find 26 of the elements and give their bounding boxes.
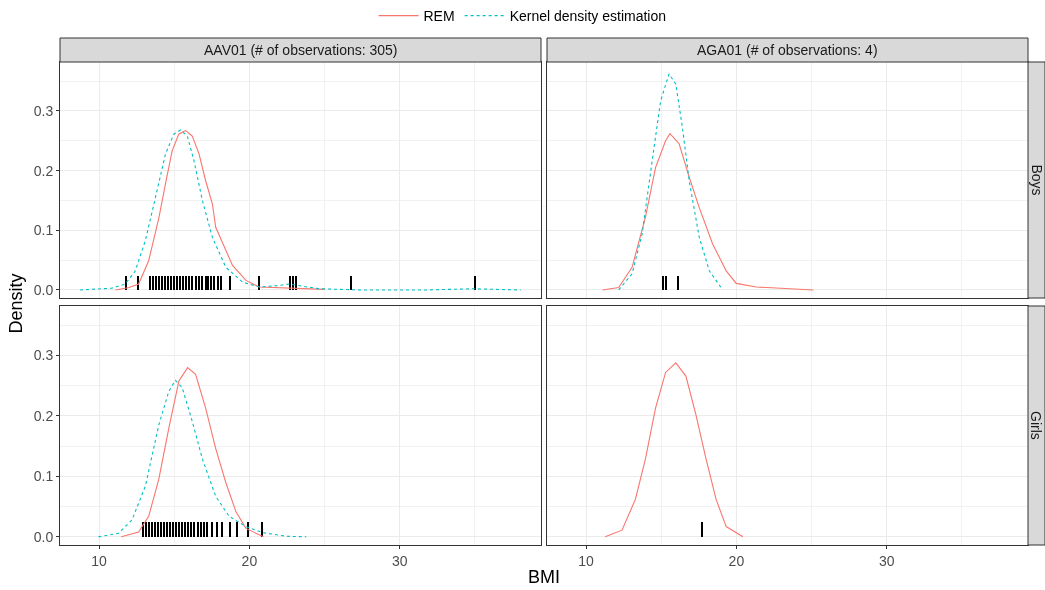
- line-series: [115, 130, 326, 291]
- y-tick-label: 0.1: [33, 468, 54, 485]
- y-tick-label: 0.2: [33, 162, 54, 179]
- y-tick-label: 0.0: [33, 281, 54, 298]
- legend-label: REM: [423, 8, 455, 25]
- y-tick-label: 0.3: [33, 347, 54, 364]
- legend-label: Kernel density estimation: [509, 8, 667, 25]
- x-tick-label: 10: [91, 552, 108, 569]
- x-tick-label: 20: [728, 552, 745, 569]
- x-tick-label: 30: [391, 552, 408, 569]
- y-axis-title: Density: [5, 273, 26, 334]
- x-tick-label: 10: [578, 552, 595, 569]
- line-series: [79, 129, 522, 291]
- annotation: Girls: [1028, 411, 1044, 440]
- chart-title: AGA01 (# of observations: 4): [697, 42, 878, 58]
- y-tick-label: 0.3: [33, 102, 54, 119]
- x-tick-label: 30: [878, 552, 895, 569]
- chart-title: AAV01 (# of observations: 305): [204, 42, 398, 58]
- y-tick-label: 0.2: [33, 407, 54, 424]
- x-tick-label: 20: [241, 552, 258, 569]
- y-tick-label: 0.0: [33, 528, 54, 545]
- text: Boys: [1028, 164, 1045, 196]
- line-series: [97, 379, 307, 538]
- y-tick-label: 0.1: [33, 222, 54, 239]
- line-series: [120, 367, 264, 538]
- x-axis-title: BMI: [528, 567, 561, 587]
